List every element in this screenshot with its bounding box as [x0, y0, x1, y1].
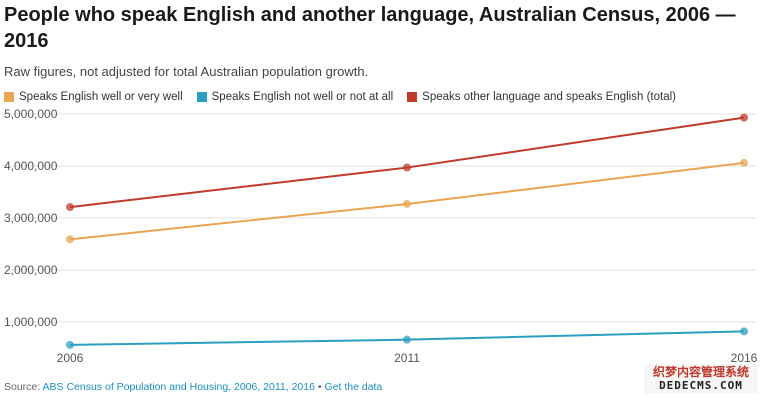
watermark: 织梦内容管理系统 DEDECMS.COM	[644, 364, 758, 394]
data-point	[740, 327, 748, 336]
legend-swatch-total	[407, 92, 418, 102]
legend-swatch-well	[4, 92, 14, 102]
y-tick-label: 1,000,000	[4, 315, 58, 329]
get-data-link[interactable]: Get the data	[324, 381, 383, 393]
data-point	[740, 113, 748, 122]
data-point	[403, 163, 411, 172]
series-line	[69, 116, 745, 209]
legend-item-not-well: Speaks English not well or not at all	[196, 91, 394, 103]
source-link[interactable]: ABS Census of Population and Housing, 20…	[42, 381, 315, 393]
data-point	[403, 335, 411, 344]
watermark-line1: 织梦内容管理系统	[652, 365, 749, 379]
data-point	[66, 340, 74, 349]
chart-footer: Source: ABS Census of Population and Hou…	[4, 381, 382, 393]
y-tick-label: 2,000,000	[4, 263, 58, 277]
x-tick-label: 2006	[57, 351, 84, 365]
chart-title: People who speak English and another lan…	[4, 4, 736, 52]
data-point	[66, 235, 74, 244]
watermark-line2: DEDECMS.COM	[659, 379, 743, 392]
chart-subtitle: Raw figures, not adjusted for total Aust…	[4, 64, 369, 79]
footer-separator: •	[317, 381, 322, 393]
legend-item-total: Speaks other language and speaks English…	[407, 91, 676, 103]
y-tick-label: 5,000,000	[4, 107, 58, 121]
legend-swatch-not-well	[196, 92, 207, 102]
footer-source-prefix: Source:	[4, 381, 41, 393]
data-point	[403, 199, 411, 208]
y-tick-label: 4,000,000	[4, 159, 58, 173]
x-tick-label: 2011	[394, 351, 420, 365]
x-tick-label: 2016	[731, 351, 758, 365]
data-point	[740, 158, 748, 167]
legend-label-not-well: Speaks English not well or not at all	[211, 91, 394, 103]
data-point	[66, 203, 74, 212]
legend-item-well: Speaks English well or very well	[4, 91, 183, 103]
legend-label-well: Speaks English well or very well	[19, 91, 183, 103]
legend: Speaks English well or very well Speaks …	[4, 91, 676, 103]
legend-label-total: Speaks other language and speaks English…	[422, 91, 676, 103]
y-tick-label: 3,000,000	[4, 211, 58, 225]
